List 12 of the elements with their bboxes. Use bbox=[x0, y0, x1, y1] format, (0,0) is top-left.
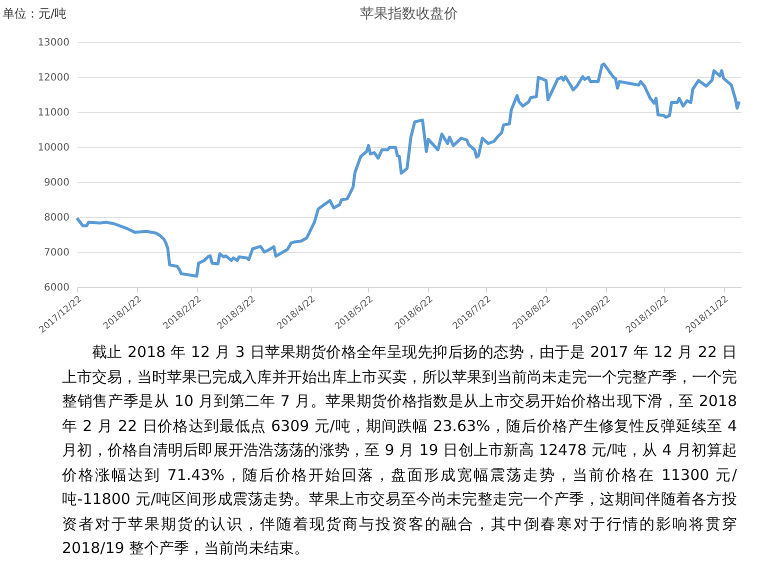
y-axis-title: 单位：元/吨 bbox=[2, 6, 67, 20]
y-tick-label: 13000 bbox=[38, 38, 70, 48]
y-tick-label: 10000 bbox=[38, 142, 70, 154]
line-series bbox=[76, 62, 741, 278]
chart-title: 苹果指数收盘价 bbox=[360, 6, 458, 22]
y-tick-label: 9000 bbox=[44, 178, 70, 188]
text: 截止 2018 年 12 月 3 日苹果期货价格全年呈现先抑后扬的态势，由于是 2017 年 12 月 22 日上市交易，当时苹果已完成入库并开始出库上市买卖，所以苹果到当前尚未走完一个完整产季，一个完整销售产季是从 10 月到第二年 7 月。苹果期货价格指数是从上市交易开始价格出现下滑，至 2018 年 2 月 22 日价格达到最低点 6309 元/吨，期间跌幅 23.63%，随后价格产生修复性反弹延续至 4 月初，价格自清明后即展开浩浩荡荡的涨势，至 9 月 19 日创上市新高 12478 元/吨，从 4 月初算起价格涨幅达到 71.43%，随后价格开始回落，盘面形成宽幅震荡走势，当前价格在 11300 元/吨-11800 元/吨区间形成震荡走势。苹果上市交易至今尚未完整走完一个产季，这期间伴随着各方投资者对于苹果期货的认识，伴随着现货商与投资客的融合，其中倒春寒对于行情的影响将贯穿 2018/19 整个产季，当前尚未结束。 bbox=[62, 343, 737, 557]
y-tick-label: 8000 bbox=[44, 212, 70, 224]
y-tick-label: 7000 bbox=[44, 248, 70, 258]
y-tick-label: 6000 bbox=[44, 282, 70, 294]
y-tick-label: 12000 bbox=[38, 72, 70, 84]
y-tick-label: 11000 bbox=[38, 108, 70, 118]
